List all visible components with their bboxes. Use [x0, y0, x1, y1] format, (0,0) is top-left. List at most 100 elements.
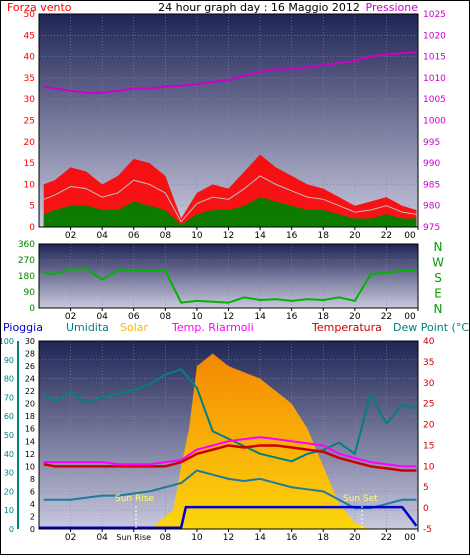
temp-tick-label: 15	[423, 441, 434, 451]
direction-tick-label: 180	[18, 272, 35, 282]
humidity-tick-label: 100	[1, 337, 14, 346]
humidity-tick-label: 20	[4, 487, 14, 496]
x-tick-label: 20	[349, 231, 361, 241]
legend-dewpoint: Dew Point (°C)	[393, 321, 469, 334]
x-tick-label: 20	[349, 533, 361, 543]
wind-mid-line	[43, 175, 417, 223]
humidity-line	[43, 368, 417, 463]
rain-tick-label: 4	[30, 500, 35, 509]
y-left-tick-label: 0	[29, 223, 35, 233]
rain-tick-label: 10	[25, 462, 35, 471]
temp-tick-label: 30	[423, 379, 435, 389]
legend-rain: Pioggia	[3, 321, 43, 334]
average-area	[43, 197, 417, 227]
temp-tick-label: 40	[423, 337, 435, 347]
x-tick-label: 02	[65, 533, 76, 543]
wind-title: Forza vento	[7, 1, 72, 14]
y-left-tick-label: 45	[24, 31, 35, 41]
compass-label: S	[434, 271, 442, 285]
compass-label: E	[434, 287, 442, 301]
temp-tick-label: -5	[423, 525, 432, 535]
sun-set-label: Sun Set	[343, 494, 378, 504]
x-tick-label: Sun Rise	[116, 533, 151, 542]
humidity-tick-label: 60	[4, 412, 14, 421]
y-right-tick-label: 980	[423, 202, 440, 212]
x-tick-label: 16	[286, 533, 298, 543]
direction-tick-label: 360	[18, 240, 35, 250]
y-right-tick-label: 995	[423, 138, 440, 148]
x-tick-label: 02	[65, 231, 76, 241]
rain-tick-label: 2	[30, 512, 35, 521]
x-tick-label: 16	[286, 312, 298, 322]
temp-tick-label: 0	[423, 504, 429, 514]
rain-tick-label: 30	[25, 337, 35, 346]
x-tick-label: 22	[381, 312, 392, 322]
temp-tick-label: 5	[423, 483, 429, 493]
direction-tick-label: 90	[24, 288, 36, 298]
temp-tick-label: 20	[423, 421, 435, 431]
x-tick-label: 18	[318, 533, 330, 543]
rain-tick-label: 16	[25, 425, 35, 434]
humidity-tick-label: 10	[4, 506, 14, 515]
x-tick-label: 14	[254, 231, 266, 241]
y-right-tick-label: 1005	[423, 95, 446, 105]
rain-tick-label: 20	[25, 400, 35, 409]
x-tick-label: 10	[191, 231, 203, 241]
humidity-tick-label: 70	[4, 393, 14, 402]
direction-tick-label: 270	[18, 256, 35, 266]
y-left-tick-label: 30	[24, 95, 36, 105]
temp-tick-label: 10	[423, 462, 435, 472]
x-tick-label: 10	[191, 533, 203, 543]
legend-humidity: Umidita	[66, 321, 109, 334]
x-tick-label: 12	[223, 533, 234, 543]
rain-tick-label: 6	[30, 487, 35, 496]
humidity-tick-label: 90	[4, 356, 14, 365]
x-tick-label: 12	[223, 231, 234, 241]
compass-label: N	[434, 302, 443, 316]
x-tick-label: 08	[160, 533, 172, 543]
y-left-tick-label: 25	[24, 117, 35, 127]
y-right-tick-label: 975	[423, 223, 440, 233]
rain-tick-label: 8	[30, 475, 35, 484]
y-right-tick-label: 1020	[423, 31, 446, 41]
graph-title: 24 hour graph day : 16 Maggio 2012	[158, 1, 360, 14]
rain-tick-label: 14	[25, 437, 35, 446]
x-tick-label: 08	[160, 231, 172, 241]
plot-border	[38, 340, 419, 530]
x-tick-label: 02	[65, 312, 76, 322]
direction-line	[43, 267, 417, 304]
humidity-tick-label: 50	[4, 431, 14, 440]
direction-tick-label: 0	[29, 304, 35, 314]
rain-tick-label: 22	[25, 387, 35, 396]
x-tick-label: 10	[191, 312, 203, 322]
legend-solar: Solar	[120, 321, 149, 334]
humidity-tick-label: 80	[4, 375, 14, 384]
x-tick-label: 04	[96, 231, 108, 241]
y-right-tick-label: 990	[423, 159, 440, 169]
temp-tick-label: 25	[423, 400, 434, 410]
x-tick-label: 16	[286, 231, 298, 241]
plot-border	[38, 13, 419, 228]
x-tick-label: 22	[381, 533, 392, 543]
x-tick-label: 04	[96, 312, 108, 322]
x-tick-label: 06	[128, 231, 140, 241]
y-right-tick-label: 1010	[423, 74, 446, 84]
riarmoli-line	[43, 436, 417, 468]
y-left-tick-label: 50	[24, 10, 36, 20]
rain-line	[39, 505, 418, 529]
y-left-tick-label: 35	[24, 74, 35, 84]
rain-tick-label: 12	[25, 450, 35, 459]
x-tick-label: 00	[404, 533, 416, 543]
x-tick-label: 22	[381, 231, 392, 241]
y-left-tick-label: 40	[24, 53, 36, 63]
humidity-tick-label: 40	[4, 450, 14, 459]
sun-rise-label: Sun Rise	[115, 494, 154, 504]
x-tick-label: 20	[349, 312, 361, 322]
y-right-tick-label: 1025	[423, 10, 446, 20]
compass-label: W	[432, 256, 444, 270]
compass-label: N	[434, 240, 443, 254]
rain-tick-label: 26	[25, 362, 35, 371]
y-left-tick-label: 20	[24, 138, 36, 148]
